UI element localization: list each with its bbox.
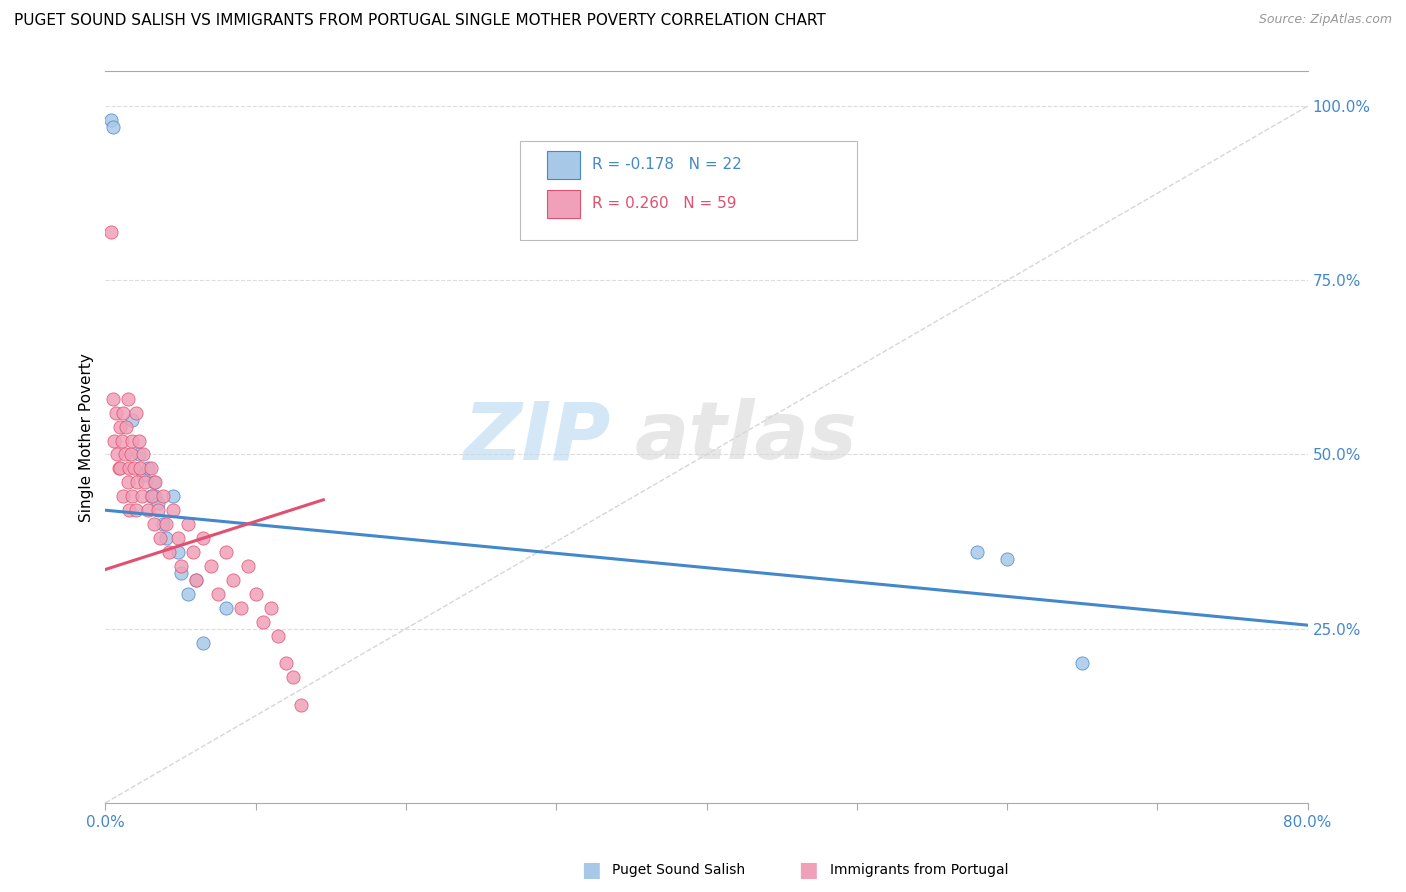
- Point: [139, 489, 162, 503]
- Point: [110, 461, 132, 475]
- Text: ■: ■: [581, 860, 600, 880]
- Point: [214, 600, 236, 615]
- Point: [157, 545, 180, 559]
- Point: [184, 573, 207, 587]
- Point: [181, 545, 204, 559]
- Point: [143, 475, 166, 490]
- Text: ZIP: ZIP: [463, 398, 610, 476]
- Point: [200, 558, 222, 573]
- Point: [252, 615, 274, 629]
- Point: [207, 587, 229, 601]
- Point: [117, 392, 139, 406]
- Text: atlas: atlas: [634, 398, 858, 476]
- Point: [120, 448, 142, 462]
- Y-axis label: Single Mother Poverty: Single Mother Poverty: [79, 352, 94, 522]
- Point: [155, 517, 177, 532]
- Point: [136, 461, 159, 475]
- Point: [146, 503, 169, 517]
- Point: [214, 545, 236, 559]
- Point: [118, 461, 141, 475]
- Point: [245, 587, 267, 601]
- Point: [238, 558, 260, 573]
- Point: [146, 496, 169, 510]
- Text: Puget Sound Salish: Puget Sound Salish: [612, 863, 745, 877]
- Point: [152, 489, 174, 503]
- Point: [128, 448, 150, 462]
- Point: [152, 517, 174, 532]
- Point: [141, 489, 163, 503]
- Point: [121, 489, 143, 503]
- Point: [169, 558, 191, 573]
- Point: [162, 503, 184, 517]
- Point: [121, 412, 143, 426]
- Point: [104, 406, 127, 420]
- Point: [267, 629, 290, 643]
- Point: [103, 434, 125, 448]
- Point: [274, 657, 297, 671]
- Point: [107, 448, 129, 462]
- FancyBboxPatch shape: [547, 151, 581, 179]
- Text: R = -0.178   N = 22: R = -0.178 N = 22: [592, 158, 742, 172]
- Point: [166, 545, 188, 559]
- Point: [110, 419, 132, 434]
- Point: [132, 468, 155, 483]
- Point: [290, 698, 312, 713]
- FancyBboxPatch shape: [547, 190, 581, 218]
- Point: [155, 531, 177, 545]
- Text: PUGET SOUND SALISH VS IMMIGRANTS FROM PORTUGAL SINGLE MOTHER POVERTY CORRELATION: PUGET SOUND SALISH VS IMMIGRANTS FROM PO…: [14, 13, 825, 29]
- Text: Immigrants from Portugal: Immigrants from Portugal: [830, 863, 1008, 877]
- Point: [1071, 657, 1094, 671]
- Point: [124, 406, 146, 420]
- FancyBboxPatch shape: [520, 141, 856, 240]
- Text: ■: ■: [799, 860, 818, 880]
- Point: [134, 475, 156, 490]
- Point: [995, 552, 1018, 566]
- Point: [124, 503, 146, 517]
- Point: [111, 434, 134, 448]
- Point: [166, 531, 188, 545]
- Point: [142, 517, 165, 532]
- Point: [966, 545, 988, 559]
- Point: [177, 517, 200, 532]
- Point: [177, 587, 200, 601]
- Point: [128, 434, 150, 448]
- Point: [117, 475, 139, 490]
- Point: [283, 670, 305, 684]
- Point: [132, 448, 155, 462]
- Point: [191, 635, 214, 649]
- Point: [129, 461, 152, 475]
- Point: [125, 475, 148, 490]
- Text: R = 0.260   N = 59: R = 0.260 N = 59: [592, 195, 737, 211]
- Point: [100, 225, 122, 239]
- Point: [122, 461, 145, 475]
- Point: [139, 461, 162, 475]
- Point: [121, 434, 143, 448]
- Point: [112, 489, 135, 503]
- Point: [114, 448, 136, 462]
- Point: [115, 419, 138, 434]
- Point: [112, 406, 135, 420]
- Point: [162, 489, 184, 503]
- Point: [101, 120, 124, 134]
- Point: [100, 113, 122, 128]
- Point: [184, 573, 207, 587]
- Point: [142, 475, 165, 490]
- Text: Source: ZipAtlas.com: Source: ZipAtlas.com: [1258, 13, 1392, 27]
- Point: [143, 489, 166, 503]
- Point: [108, 461, 131, 475]
- Point: [260, 600, 283, 615]
- Point: [101, 392, 124, 406]
- Point: [229, 600, 252, 615]
- Point: [222, 573, 245, 587]
- Point: [191, 531, 214, 545]
- Point: [148, 531, 170, 545]
- Point: [131, 489, 153, 503]
- Point: [169, 566, 191, 580]
- Point: [136, 503, 159, 517]
- Point: [118, 503, 141, 517]
